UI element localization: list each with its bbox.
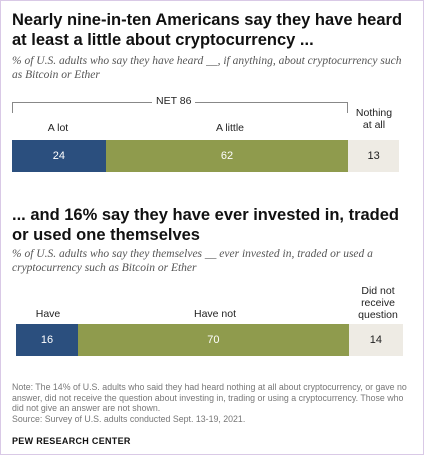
source-text: Source: Survey of U.S. adults conducted … (12, 414, 246, 425)
category-label-did-not-receive: Did not receive question (358, 285, 398, 321)
chart-1-subtitle: % of U.S. adults who say they have heard… (12, 55, 402, 81)
chart-note: Note: The 14% of U.S. adults who said th… (12, 382, 412, 425)
category-label-nothing-at-all: Nothing at all (355, 107, 393, 131)
chart-2-bar-have: 16 (16, 324, 78, 356)
chart-1-value-label: 62 (220, 150, 234, 162)
chart-1-bar-a-little: 62 (105, 140, 349, 172)
chart-2-value-label: 16 (40, 334, 54, 346)
chart-1-value-label: 13 (367, 150, 380, 162)
chart-2-value-label: 70 (207, 334, 220, 346)
category-label-a-lot: A lot (47, 122, 69, 134)
chart-2-bar-have-not: 70 (77, 324, 349, 356)
chart-2-subtitle: % of U.S. adults who say they themselves… (12, 248, 373, 274)
note-text: Note: The 14% of U.S. adults who said th… (12, 382, 407, 414)
chart-2-value-label: 14 (369, 334, 383, 346)
chart-2-title: ... and 16% say they have ever invested … (12, 206, 400, 244)
brand-label: PEW RESEARCH CENTER (12, 436, 131, 446)
chart-1-bar-nothing-at-all: 13 (348, 140, 399, 172)
category-label-a-little: A little (215, 122, 244, 134)
category-label-have-not: Have not (193, 308, 237, 320)
chart-2-bar-did-not-receive-question: 14 (348, 324, 403, 356)
chart-1-value-label: 24 (52, 150, 66, 162)
net-label: NET 86 (152, 95, 196, 107)
category-label-have: Have (35, 308, 61, 320)
chart-1-title: Nearly nine-in-ten Americans say they ha… (12, 11, 403, 49)
chart-1-bar-a-lot: 24 (12, 140, 106, 172)
